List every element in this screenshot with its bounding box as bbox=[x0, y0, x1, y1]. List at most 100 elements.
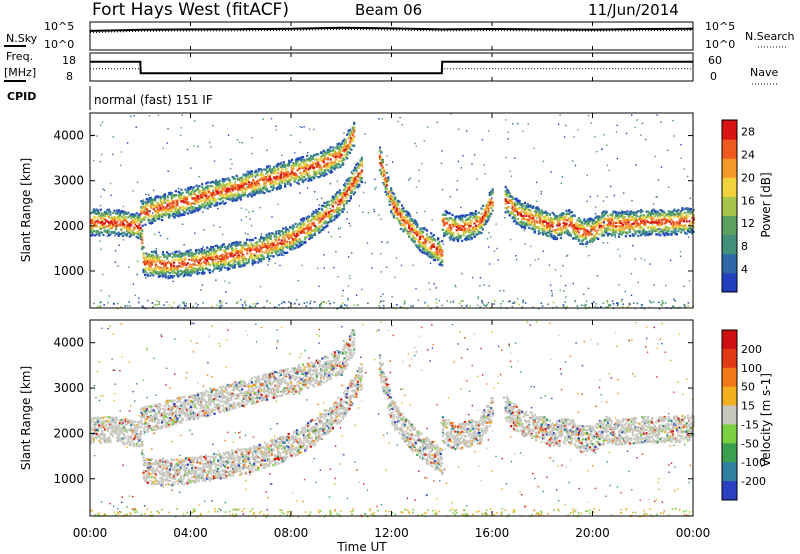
power-cell bbox=[277, 186, 280, 189]
power-cell bbox=[463, 227, 467, 230]
power-cell bbox=[124, 233, 127, 237]
power-cell bbox=[297, 163, 300, 166]
power-cell bbox=[125, 229, 129, 232]
power-cell bbox=[234, 199, 237, 202]
power-cell bbox=[267, 190, 270, 193]
power-cell bbox=[347, 151, 350, 154]
power-cell bbox=[599, 225, 603, 228]
power-cell bbox=[465, 236, 468, 239]
power-cell bbox=[211, 256, 214, 259]
power-cell bbox=[204, 262, 207, 265]
power-cell bbox=[427, 238, 430, 241]
power-cell bbox=[483, 213, 486, 217]
power-cell bbox=[209, 181, 212, 184]
power-cell bbox=[146, 260, 149, 263]
power-cell bbox=[151, 214, 154, 217]
power-cell bbox=[398, 210, 401, 213]
power-cell bbox=[180, 196, 183, 199]
power-cell bbox=[333, 168, 336, 171]
power-cell bbox=[233, 241, 236, 244]
power-cell bbox=[253, 253, 256, 256]
power-cell bbox=[586, 242, 589, 245]
power-cell bbox=[644, 216, 647, 220]
power-cell bbox=[196, 269, 199, 272]
power-cell bbox=[215, 262, 218, 265]
noise-left-tick-top: 10^5 bbox=[44, 20, 74, 33]
power-cell bbox=[321, 154, 324, 157]
power-cell bbox=[392, 214, 395, 217]
power-cell bbox=[123, 223, 126, 226]
power-cell bbox=[435, 250, 438, 253]
power-cell bbox=[626, 213, 629, 216]
power-cell bbox=[313, 232, 317, 235]
power-cell bbox=[215, 264, 218, 267]
power-cell bbox=[282, 231, 285, 234]
power-cell bbox=[313, 154, 316, 157]
noise-left-tick-bottom: 10^0 bbox=[44, 38, 74, 51]
power-cell bbox=[445, 228, 449, 231]
power-cell bbox=[230, 187, 233, 190]
power-cell bbox=[91, 211, 94, 214]
power-cell bbox=[214, 179, 218, 182]
power-cell bbox=[288, 159, 291, 162]
power-cell bbox=[559, 236, 562, 240]
power-cell bbox=[268, 165, 271, 168]
power-cell bbox=[188, 209, 191, 212]
power-cell bbox=[286, 163, 289, 166]
power-cell bbox=[330, 209, 333, 212]
power-cell bbox=[143, 218, 146, 221]
power-cell bbox=[335, 155, 338, 158]
power-cell bbox=[218, 265, 221, 268]
power-cell bbox=[624, 211, 627, 214]
date-label: 11/Jun/2014 bbox=[588, 1, 679, 19]
power-cell bbox=[452, 221, 455, 224]
power-cell bbox=[98, 231, 101, 234]
power-cell bbox=[199, 258, 202, 261]
power-cell bbox=[231, 197, 234, 200]
power-cell bbox=[326, 200, 329, 204]
power-cell bbox=[427, 248, 430, 251]
power-cell bbox=[315, 215, 318, 218]
power-cell bbox=[474, 213, 478, 216]
power-cell bbox=[251, 238, 254, 241]
power-cell bbox=[231, 175, 234, 179]
power-cell bbox=[256, 174, 259, 177]
power-cell bbox=[351, 126, 354, 129]
power-cell bbox=[606, 229, 609, 232]
power-cell bbox=[318, 175, 321, 179]
power-cell bbox=[518, 221, 521, 224]
power-cell bbox=[149, 259, 152, 262]
power-cell bbox=[178, 198, 182, 201]
power-cell bbox=[219, 198, 222, 201]
power-cell bbox=[260, 168, 263, 171]
power-cell bbox=[584, 237, 587, 240]
power-cell bbox=[324, 156, 327, 160]
power-cell bbox=[323, 226, 326, 229]
power-cell bbox=[321, 168, 324, 171]
power-cell bbox=[562, 227, 565, 230]
power-cell bbox=[656, 227, 659, 230]
power-cell bbox=[409, 218, 412, 222]
power-cell bbox=[267, 175, 270, 178]
power-cell bbox=[419, 236, 422, 239]
power-cell bbox=[329, 220, 332, 223]
power-cell bbox=[235, 187, 238, 190]
power-cell bbox=[127, 216, 130, 219]
power-cell bbox=[572, 237, 575, 240]
power-cell bbox=[166, 269, 169, 272]
power-cell bbox=[151, 220, 154, 223]
power-cell bbox=[242, 261, 245, 264]
power-cell bbox=[308, 174, 311, 177]
power-cell bbox=[438, 244, 441, 247]
power-cell bbox=[105, 219, 108, 222]
power-cell bbox=[611, 225, 614, 228]
power-cell bbox=[342, 199, 346, 202]
power-cell bbox=[290, 168, 294, 171]
power-cell bbox=[290, 232, 293, 235]
power-cell bbox=[250, 248, 253, 251]
power-cell bbox=[243, 193, 247, 196]
power-cell bbox=[416, 230, 419, 234]
power-cell bbox=[269, 235, 272, 238]
power-cell bbox=[95, 224, 98, 227]
power-cell bbox=[528, 219, 531, 222]
